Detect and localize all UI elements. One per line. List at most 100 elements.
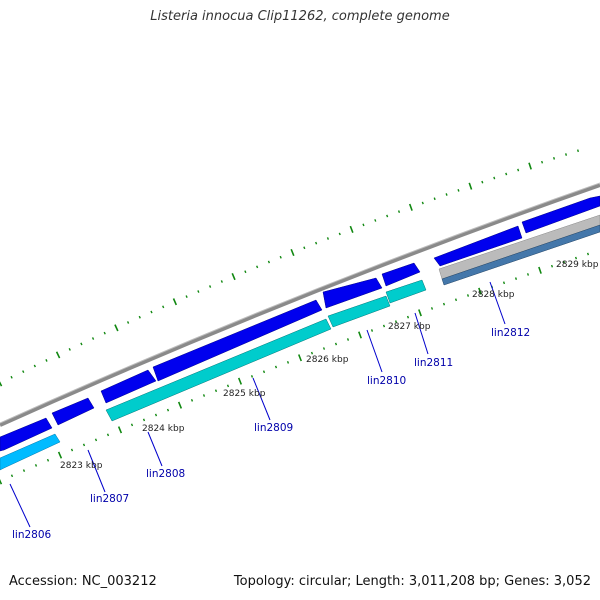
gene-label-lin2811[interactable]: lin2811 bbox=[414, 357, 453, 369]
tick-mark bbox=[454, 298, 458, 302]
cds-reverse[interactable] bbox=[438, 214, 600, 280]
tick-mark bbox=[22, 370, 25, 374]
cds-forward[interactable] bbox=[152, 299, 323, 382]
tick-mark bbox=[82, 443, 86, 447]
tick-mark bbox=[46, 458, 50, 462]
gene-label-lin2807[interactable]: lin2807 bbox=[90, 493, 129, 505]
tick-mark bbox=[538, 266, 542, 274]
genome-stats-text: Topology: circular; Length: 3,011,208 bp… bbox=[233, 574, 591, 589]
gene-label-lin2809[interactable]: lin2809 bbox=[254, 422, 293, 434]
tick-mark bbox=[374, 219, 377, 222]
tick-mark bbox=[382, 324, 386, 328]
tick-mark bbox=[502, 281, 506, 285]
cds-forward[interactable] bbox=[51, 397, 95, 426]
tick-mark bbox=[303, 246, 306, 250]
tick-mark bbox=[514, 277, 518, 280]
tick-mark bbox=[250, 375, 254, 378]
tick-mark bbox=[362, 223, 365, 227]
tick-mark bbox=[505, 172, 508, 176]
tick-mark bbox=[553, 156, 556, 160]
tick-mark bbox=[526, 273, 530, 276]
tick-mark bbox=[80, 342, 83, 346]
genome-backbone bbox=[0, 183, 600, 427]
tick-mark bbox=[346, 338, 350, 341]
tick-mark bbox=[493, 176, 496, 180]
tick-mark bbox=[91, 337, 95, 340]
tick-mark bbox=[68, 348, 71, 351]
scale-label: 2823 kbp bbox=[60, 461, 103, 471]
tick-mark bbox=[10, 375, 13, 379]
tick-mark bbox=[279, 255, 282, 259]
tick-mark bbox=[185, 295, 188, 298]
cds-reverse[interactable] bbox=[105, 318, 332, 422]
scale-labels: 2823 kbp 2824 kbp 2825 kbp 2826 kbp 2827… bbox=[60, 260, 599, 471]
tick-mark bbox=[0, 381, 3, 387]
cds-forward[interactable] bbox=[322, 277, 383, 309]
tick-mark bbox=[481, 180, 484, 184]
scale-label: 2828 kbp bbox=[472, 290, 515, 300]
tick-mark bbox=[457, 188, 460, 192]
tick-mark bbox=[433, 197, 436, 201]
tick-mark bbox=[408, 203, 413, 211]
tick-mark bbox=[114, 324, 119, 332]
scale-label: 2825 kbp bbox=[223, 389, 266, 399]
tick-mark bbox=[166, 408, 170, 412]
tick-mark bbox=[256, 265, 259, 269]
scale-label: 2826 kbp bbox=[306, 355, 349, 365]
tick-mark bbox=[150, 310, 153, 314]
tick-mark bbox=[564, 153, 568, 156]
tick-mark bbox=[244, 270, 247, 274]
cds-reverse[interactable] bbox=[0, 433, 61, 471]
tick-mark bbox=[442, 302, 446, 306]
tick-mark bbox=[226, 384, 230, 388]
tick-mark bbox=[197, 290, 200, 293]
gene-label-lin2808[interactable]: lin2808 bbox=[146, 468, 185, 480]
tick-mark bbox=[418, 309, 422, 317]
tick-mark bbox=[349, 225, 354, 233]
tick-mark bbox=[430, 307, 434, 310]
tick-mark bbox=[177, 401, 183, 409]
gene-label-lin2812[interactable]: lin2812 bbox=[491, 327, 530, 339]
cds-reverse[interactable] bbox=[385, 279, 427, 304]
tick-mark bbox=[0, 479, 3, 485]
tick-mark bbox=[33, 364, 36, 368]
gene-label-lin2810[interactable]: lin2810 bbox=[367, 375, 406, 387]
tick-mark bbox=[394, 320, 398, 323]
cds-forward[interactable] bbox=[100, 369, 157, 404]
tick-mark bbox=[10, 474, 14, 478]
tick-mark bbox=[22, 469, 26, 472]
tick-mark bbox=[326, 237, 330, 240]
tick-mark bbox=[528, 162, 532, 170]
tick-mark bbox=[190, 398, 194, 402]
cds-reverse[interactable] bbox=[441, 224, 600, 286]
cds-reverse[interactable] bbox=[327, 295, 391, 328]
cds-forward[interactable] bbox=[433, 225, 523, 267]
cds-forward[interactable] bbox=[381, 262, 421, 287]
tick-mark bbox=[541, 160, 544, 164]
tick-mark bbox=[358, 331, 362, 339]
cds-forward[interactable] bbox=[521, 195, 600, 234]
tick-mark bbox=[517, 168, 520, 172]
tick-mark bbox=[468, 182, 473, 190]
outer-tick-row bbox=[0, 149, 580, 387]
tick-mark bbox=[162, 305, 165, 309]
map-title: Listeria innocua Clip11262, complete gen… bbox=[150, 9, 450, 24]
tick-mark bbox=[117, 426, 123, 434]
tick-mark bbox=[576, 149, 580, 153]
tick-mark bbox=[286, 361, 290, 364]
tick-mark bbox=[297, 354, 303, 362]
tick-mark bbox=[138, 315, 141, 319]
tick-mark bbox=[214, 389, 218, 393]
tick-mark bbox=[550, 264, 554, 268]
cds-forward[interactable] bbox=[0, 417, 53, 452]
tick-mark bbox=[231, 273, 236, 281]
tick-mark bbox=[237, 377, 243, 385]
tick-mark bbox=[586, 252, 590, 256]
gene-label-lines bbox=[9, 281, 506, 528]
gene-label-lin2806[interactable]: lin2806 bbox=[12, 529, 52, 541]
tick-mark bbox=[562, 260, 566, 264]
tick-mark bbox=[106, 433, 110, 437]
tick-mark bbox=[220, 280, 223, 283]
tick-mark bbox=[172, 298, 178, 306]
